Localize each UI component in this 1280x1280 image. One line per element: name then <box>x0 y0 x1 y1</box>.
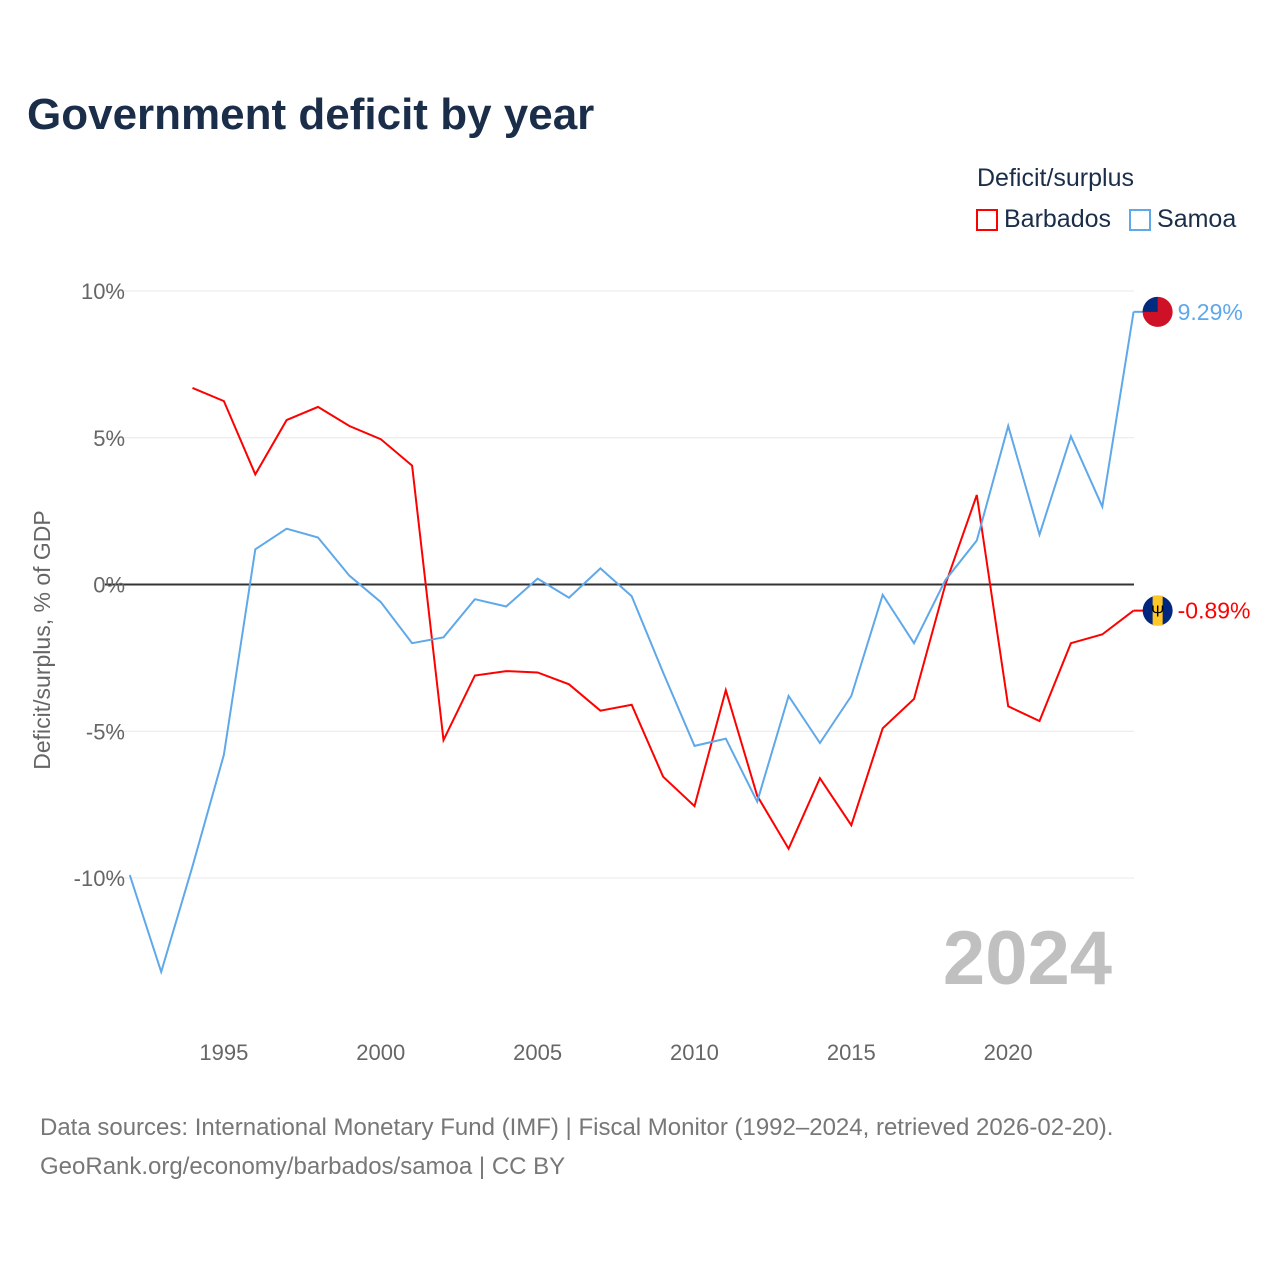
y-tick-label: 5% <box>93 426 125 451</box>
trident-icon: Ψ <box>1151 604 1164 621</box>
x-tick-label: 2015 <box>827 1040 876 1065</box>
x-tick-label: 2000 <box>356 1040 405 1065</box>
y-tick-label: -10% <box>74 866 125 891</box>
barbados-flag-icon: Ψ <box>1142 595 1173 626</box>
legend-title: Deficit/surplus <box>977 164 1134 192</box>
legend-label: Samoa <box>1157 205 1237 233</box>
y-tick-label: -5% <box>86 719 125 744</box>
flag-band <box>1152 595 1163 626</box>
x-tick-label: 2020 <box>984 1040 1033 1065</box>
y-tick-label: 0% <box>93 573 125 598</box>
x-tick-label: 1995 <box>199 1040 248 1065</box>
year-watermark: 2024 <box>943 916 1112 1001</box>
series-line-samoa <box>128 311 1135 976</box>
legend: Barbados Samoa <box>976 205 1236 234</box>
x-tick-label: 2005 <box>513 1040 562 1065</box>
end-value-label: 9.29% <box>1178 299 1243 325</box>
legend-swatch-samoa <box>1129 208 1152 231</box>
series-line-barbados <box>192 386 1135 851</box>
end-value-label: -0.89% <box>1178 598 1251 624</box>
samoa-flag-icon <box>1142 296 1173 327</box>
x-tick-label: 2010 <box>670 1040 719 1065</box>
legend-item-samoa[interactable]: Samoa <box>1129 205 1236 234</box>
legend-label: Barbados <box>1004 205 1112 233</box>
legend-item-barbados[interactable]: Barbados <box>976 205 1111 234</box>
footer: Data sources: International Monetary Fun… <box>40 1108 1113 1186</box>
y-axis-label: Deficit/surplus, % of GDP <box>29 510 55 769</box>
y-tick-label: 10% <box>81 279 125 304</box>
data-source: Data sources: International Monetary Fun… <box>40 1114 1114 1141</box>
legend-swatch-barbados <box>976 208 998 231</box>
chart-title: Government deficit by year <box>27 90 595 139</box>
flag-canton <box>1142 296 1158 312</box>
source-link[interactable]: GeoRank.org/economy/barbados/samoa | CC … <box>40 1153 566 1180</box>
